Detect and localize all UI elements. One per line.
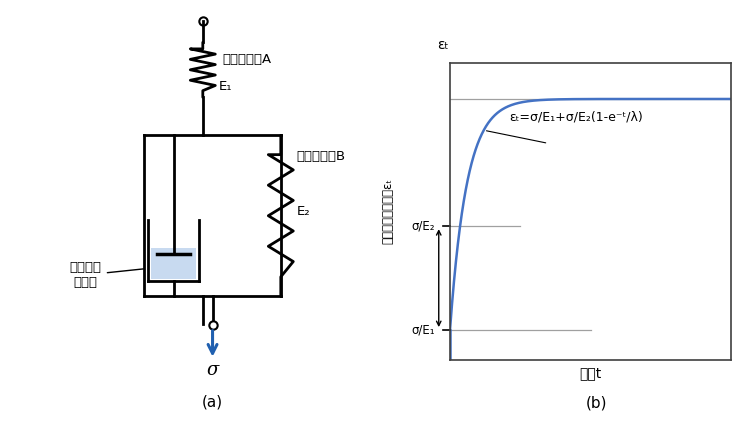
Text: スプリングB: スプリングB xyxy=(296,150,346,163)
X-axis label: 時間t: 時間t xyxy=(580,366,602,381)
Text: スプリングA: スプリングA xyxy=(222,53,272,66)
Text: σ: σ xyxy=(206,361,219,379)
Text: ダッシュ
ポット: ダッシュ ポット xyxy=(70,261,143,289)
Text: σ/E₁: σ/E₁ xyxy=(411,324,434,336)
Text: E₂: E₂ xyxy=(296,205,310,218)
Text: σ/E₂: σ/E₂ xyxy=(411,220,434,233)
Text: εₜ=σ/E₁+σ/E₂(1-e⁻ᵗ/λ): εₜ=σ/E₁+σ/E₂(1-e⁻ᵗ/λ) xyxy=(510,110,644,123)
Text: クリープひずみ　εₜ: クリープひずみ εₜ xyxy=(382,179,394,244)
Text: (b): (b) xyxy=(586,396,607,410)
Bar xyxy=(151,247,196,279)
Text: E₁: E₁ xyxy=(218,80,232,93)
Text: εₜ: εₜ xyxy=(437,38,448,52)
Text: (a): (a) xyxy=(202,394,223,409)
